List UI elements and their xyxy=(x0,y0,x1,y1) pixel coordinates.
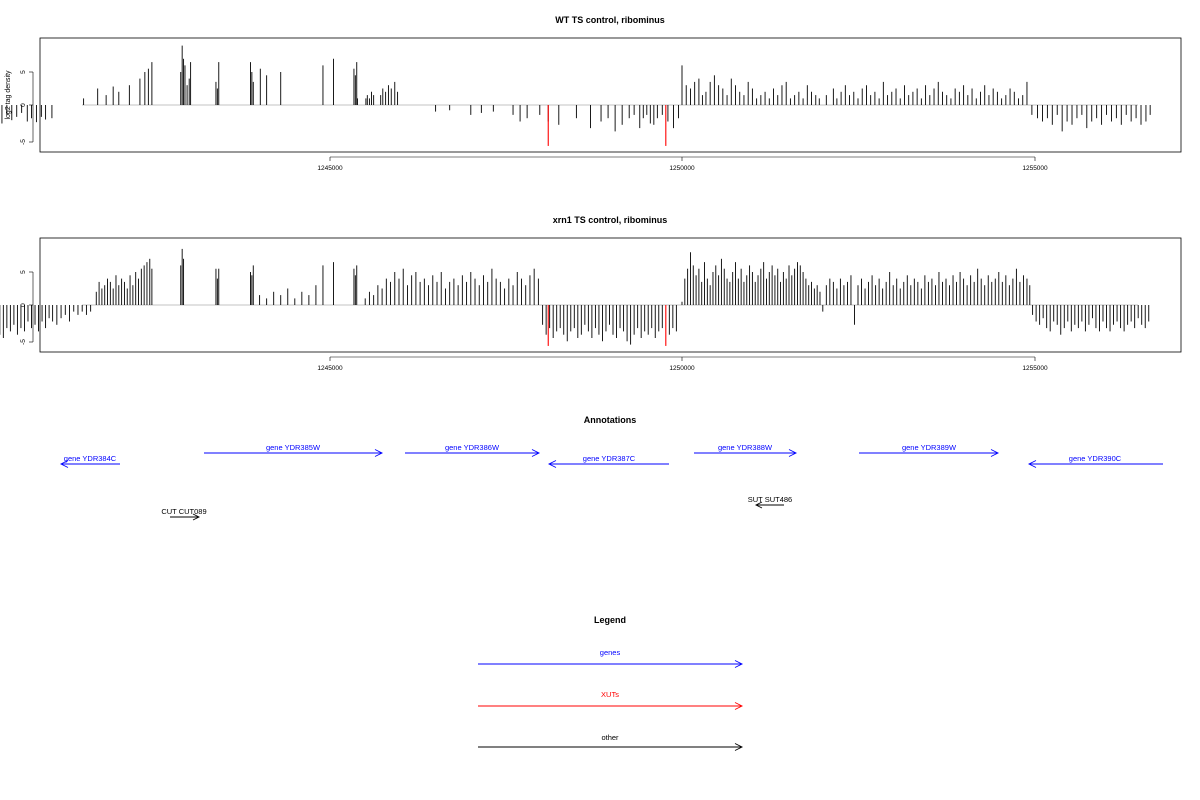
xrn1-x-axis: 1245000 1250000 1255000 xyxy=(317,356,1048,372)
wt-panel: WT TS control, ribominus 5 0 -5 log2 tag… xyxy=(1,15,1182,172)
feature-ydr384c: gene YDR384C xyxy=(59,454,120,468)
feature-ydr390c: gene YDR390C xyxy=(1027,454,1163,468)
feature-ydr387c: gene YDR387C xyxy=(547,454,669,468)
feature-ydr386w-label: gene YDR386W xyxy=(445,443,500,452)
wt-bars xyxy=(1,45,1151,146)
xrn1-xtick-1255000: 1255000 xyxy=(1022,365,1048,372)
feature-ydr387c-label: gene YDR387C xyxy=(583,454,636,463)
xrn1-xtick-1245000: 1245000 xyxy=(317,365,343,372)
feature-ydr388w: gene YDR388W xyxy=(694,443,798,457)
feature-ydr385w-label: gene YDR385W xyxy=(266,443,321,452)
annotations-track: Annotations gene YDR384C gene YDR385W ge… xyxy=(59,415,1163,521)
feature-ydr385w: gene YDR385W xyxy=(204,443,384,457)
xrn1-ytick-0: 0 xyxy=(20,303,27,307)
wt-y-axis: 5 0 -5 log2 tag density xyxy=(5,70,34,145)
legend-title: Legend xyxy=(594,615,626,625)
legend-item-other-arrow xyxy=(478,743,744,751)
legend-item-xuts: XUTs xyxy=(478,690,744,710)
wt-y-label: log2 tag density xyxy=(5,70,12,120)
wt-xtick-1250000: 1250000 xyxy=(669,165,695,172)
xrn1-ytick-neg5: -5 xyxy=(20,339,27,345)
xrn1-xtick-1250000: 1250000 xyxy=(669,365,695,372)
wt-panel-title: WT TS control, ribominus xyxy=(555,15,665,25)
xrn1-panel-title: xrn1 TS control, ribominus xyxy=(553,215,668,225)
legend-item-xuts-label: XUTs xyxy=(601,690,619,699)
legend-item-genes-arrow xyxy=(478,660,744,668)
feature-sut486-label: SUT SUT486 xyxy=(748,495,792,504)
wt-xtick-1245000: 1245000 xyxy=(317,165,343,172)
feature-cut089-label: CUT CUT089 xyxy=(161,507,206,516)
wt-ytick-0: 0 xyxy=(20,103,27,107)
feature-ydr387c-arrow xyxy=(547,460,669,468)
feature-ydr390c-arrow xyxy=(1027,460,1163,468)
legend-item-other-label: other xyxy=(601,733,619,742)
feature-cut089: CUT CUT089 xyxy=(161,507,207,521)
wt-x-axis: 1245000 1250000 1255000 xyxy=(317,156,1048,172)
xrn1-y-axis: 5 0 -5 xyxy=(20,270,34,345)
feature-ydr388w-arrow xyxy=(694,449,798,457)
feature-sut486-arrow xyxy=(754,501,784,509)
annotations-title: Annotations xyxy=(584,415,637,425)
feature-ydr389w: gene YDR389W xyxy=(859,443,1000,457)
wt-plot-frame xyxy=(39,37,1182,153)
feature-ydr385w-arrow xyxy=(204,449,384,457)
feature-ydr389w-arrow xyxy=(859,449,1000,457)
legend-item-other: other xyxy=(478,733,744,751)
feature-ydr384c-label: gene YDR384C xyxy=(64,454,117,463)
legend-item-genes-label: genes xyxy=(600,648,621,657)
xrn1-ytick-5: 5 xyxy=(20,270,27,274)
wt-ytick-5: 5 xyxy=(20,70,27,74)
feature-ydr388w-label: gene YDR388W xyxy=(718,443,773,452)
xrn1-bars xyxy=(0,248,1150,346)
feature-ydr384c-arrow xyxy=(59,460,120,468)
legend: Legend genes XUTs other xyxy=(478,615,744,751)
xrn1-panel: xrn1 TS control, ribominus 5 0 -5 124500… xyxy=(0,215,1182,372)
wt-ytick-neg5: -5 xyxy=(20,139,27,145)
xrn1-plot-frame xyxy=(39,237,1182,353)
legend-item-genes: genes xyxy=(478,648,744,668)
feature-ydr389w-label: gene YDR389W xyxy=(902,443,957,452)
feature-ydr390c-label: gene YDR390C xyxy=(1069,454,1122,463)
feature-ydr386w-arrow xyxy=(405,449,541,457)
feature-sut486: SUT SUT486 xyxy=(748,495,792,509)
feature-ydr386w: gene YDR386W xyxy=(405,443,541,457)
feature-cut089-arrow xyxy=(170,513,201,521)
legend-item-xuts-arrow xyxy=(478,702,744,710)
wt-xtick-1255000: 1255000 xyxy=(1022,165,1048,172)
